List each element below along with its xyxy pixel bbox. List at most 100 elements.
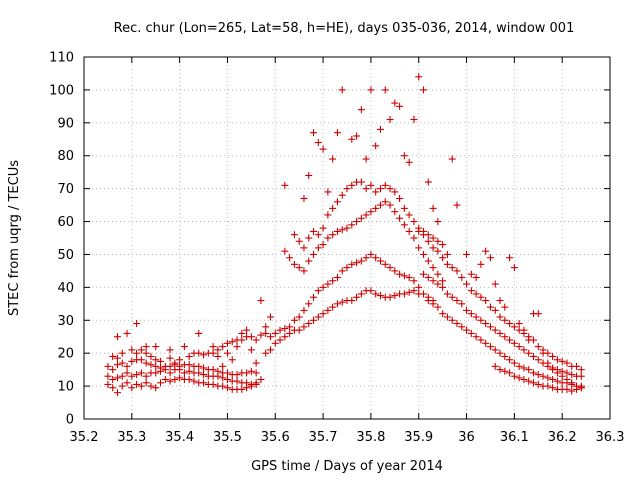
data-point (137, 369, 145, 377)
data-point (429, 264, 437, 272)
data-point (482, 339, 490, 347)
data-point (166, 362, 174, 370)
data-point (439, 254, 447, 262)
x-tick-label: 35.6 (261, 430, 290, 445)
data-point (262, 329, 270, 337)
data-point (467, 310, 475, 318)
data-point (520, 346, 528, 354)
data-point (362, 211, 370, 219)
data-point (223, 349, 231, 357)
data-point (391, 188, 399, 196)
data-point (295, 326, 303, 334)
data-point (276, 336, 284, 344)
data-point (482, 247, 490, 255)
data-point (271, 329, 279, 337)
data-point (290, 231, 298, 239)
data-point (109, 352, 117, 360)
data-point (257, 297, 265, 305)
data-point (501, 367, 509, 375)
data-point (329, 155, 337, 163)
data-point (376, 257, 384, 265)
data-point (424, 273, 432, 281)
x-tick-label: 35.7 (309, 430, 338, 445)
data-point (405, 288, 413, 296)
data-point (319, 145, 327, 153)
data-point (520, 376, 528, 384)
data-point (185, 376, 193, 384)
data-point (319, 241, 327, 249)
data-point (443, 313, 451, 321)
data-point (443, 260, 451, 268)
data-point (415, 73, 423, 81)
data-point (128, 346, 136, 354)
data-point (157, 357, 165, 365)
data-point (510, 359, 518, 367)
data-point (329, 277, 337, 285)
data-point (171, 376, 179, 384)
data-point (549, 352, 557, 360)
data-point (200, 379, 208, 387)
data-point (262, 323, 270, 331)
data-point (534, 380, 542, 388)
data-point (338, 191, 346, 199)
data-point (501, 303, 509, 311)
data-point (314, 244, 322, 252)
data-point (310, 129, 318, 137)
data-point (266, 346, 274, 354)
data-point (300, 244, 308, 252)
data-point (305, 300, 313, 308)
data-point (563, 359, 571, 367)
data-point (223, 369, 231, 377)
data-point (491, 362, 499, 370)
data-point (353, 218, 361, 226)
data-point (400, 221, 408, 229)
y-tick-label: 50 (57, 248, 74, 263)
data-point (324, 306, 332, 314)
data-point (420, 231, 428, 239)
y-tick-label: 70 (57, 182, 74, 197)
data-point (214, 367, 222, 375)
data-point (448, 264, 456, 272)
data-point (496, 297, 504, 305)
data-point (176, 356, 184, 364)
data-point (434, 270, 442, 278)
data-point (329, 303, 337, 311)
data-point (118, 372, 126, 380)
data-point (247, 367, 255, 375)
data-point (137, 346, 145, 354)
data-point (491, 326, 499, 334)
data-point (113, 361, 121, 369)
data-point (238, 329, 246, 337)
data-point (113, 333, 121, 341)
data-point (228, 338, 236, 346)
data-point (310, 227, 318, 235)
data-point (219, 382, 227, 390)
data-point (544, 359, 552, 367)
data-point (577, 372, 585, 380)
data-point (223, 376, 231, 384)
data-point (463, 306, 471, 314)
data-point (415, 244, 423, 252)
data-point (219, 343, 227, 351)
data-point (223, 339, 231, 347)
data-point (243, 326, 251, 334)
data-point (496, 329, 504, 337)
y-tick-label: 110 (49, 51, 74, 66)
data-point (453, 201, 461, 209)
y-tick-label: 30 (57, 314, 74, 329)
data-point (300, 323, 308, 331)
data-point (123, 379, 131, 387)
data-point (506, 254, 514, 262)
data-point (405, 158, 413, 166)
data-point (439, 283, 447, 291)
data-point (525, 366, 533, 374)
data-point (376, 201, 384, 209)
data-point (424, 237, 432, 245)
data-point (477, 316, 485, 324)
data-point (443, 250, 451, 258)
data-point (534, 343, 542, 351)
data-point (549, 384, 557, 392)
data-point (510, 323, 518, 331)
data-point (515, 343, 523, 351)
data-point (510, 264, 518, 272)
